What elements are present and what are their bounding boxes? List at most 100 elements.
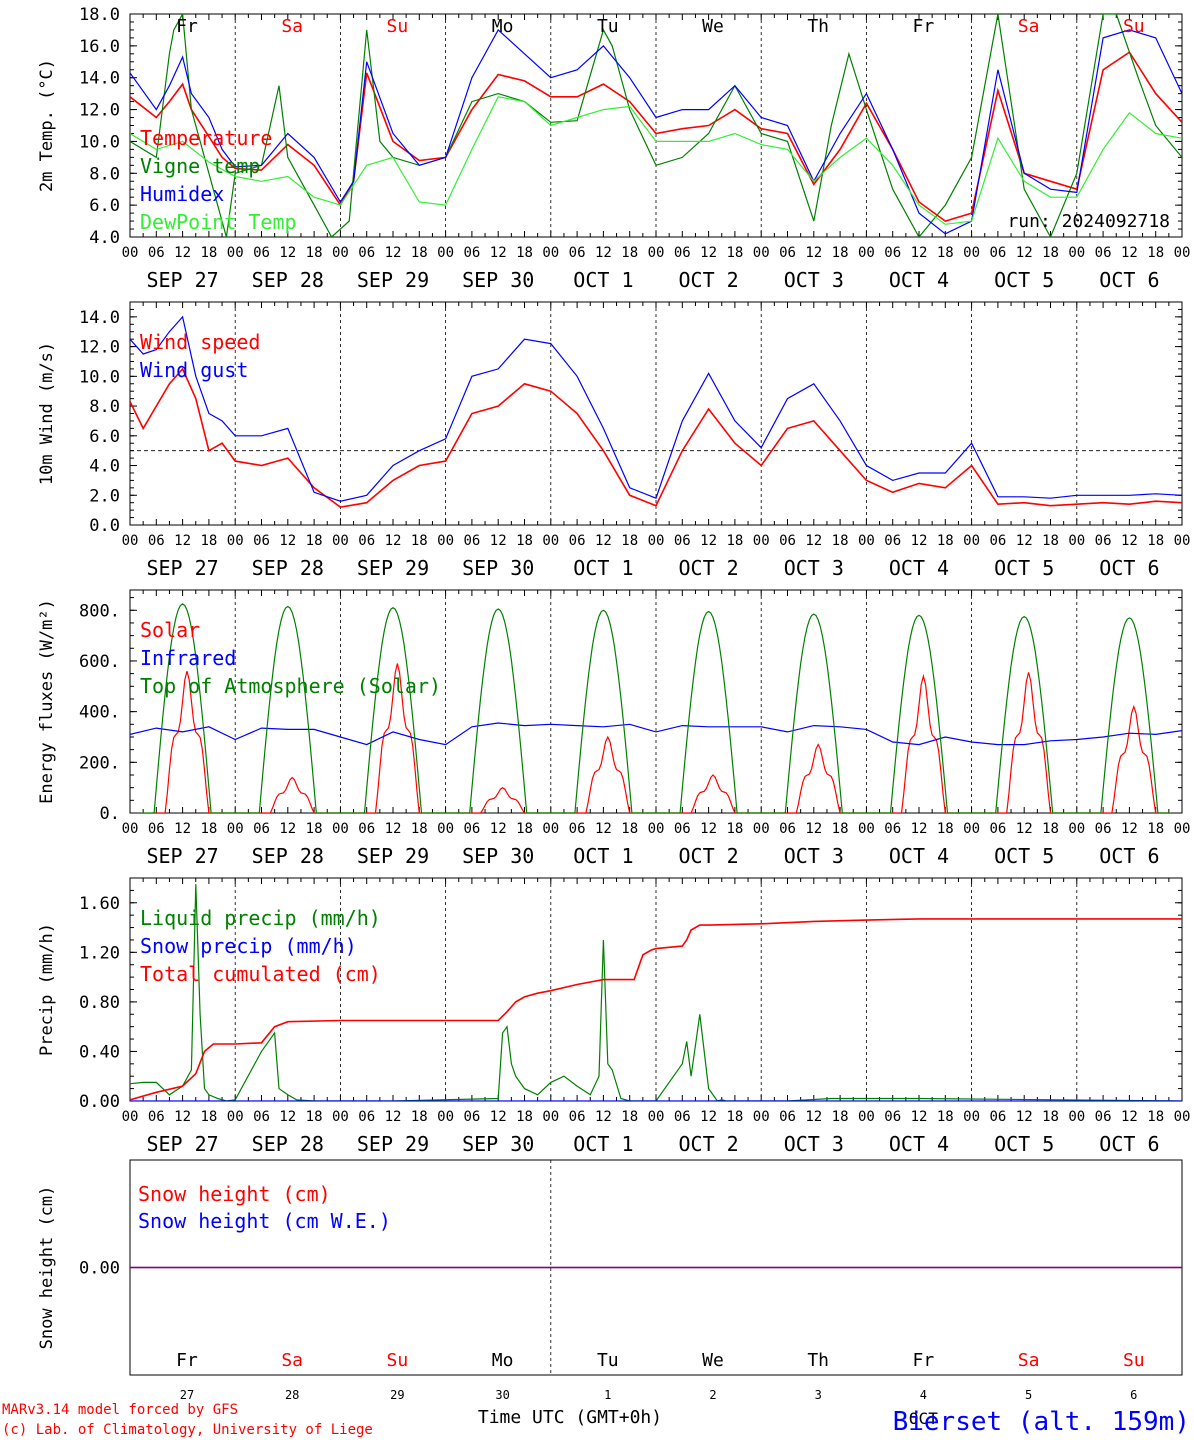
day-number-label: 6 bbox=[1130, 1388, 1137, 1402]
x-tick-label: 00 bbox=[332, 533, 349, 549]
x-tick-label: 18 bbox=[726, 245, 743, 261]
x-tick-label: 18 bbox=[1042, 1109, 1059, 1125]
x-date-label: OCT 6 bbox=[1099, 268, 1159, 292]
x-date-label: OCT 1 bbox=[573, 268, 633, 292]
x-date-label: SEP 29 bbox=[357, 268, 429, 292]
legend-entry: Wind speed bbox=[140, 330, 260, 354]
panel-precip: 0.00 0.40 0.80 1.20 1.60 Precip (mm/h) Liquid … bbox=[37, 877, 1190, 1156]
x-tick-label: 00 bbox=[332, 821, 349, 837]
y-tick-label: 10.0 bbox=[79, 367, 120, 387]
x-tick-label: 18 bbox=[1147, 1109, 1164, 1125]
x-tick-label: 12 bbox=[911, 245, 928, 261]
x-tick-label: 00 bbox=[437, 245, 454, 261]
x-tick-label: 12 bbox=[595, 1109, 612, 1125]
x-tick-label: 12 bbox=[385, 533, 402, 549]
x-tick-label: 00 bbox=[753, 533, 770, 549]
panel-wind: 0.0 2.0 4.0 6.0 8.0 10.0 12.0 14.0 10m Wind (m/s… bbox=[37, 301, 1190, 580]
y-tick-label: 10.0 bbox=[79, 132, 120, 152]
x-date-label: OCT 1 bbox=[573, 1132, 633, 1156]
x-tick-label: 00 bbox=[1174, 245, 1191, 261]
x-date-label: OCT 3 bbox=[784, 1132, 844, 1156]
x-tick-label: 12 bbox=[490, 1109, 507, 1125]
weekday-label: Th bbox=[807, 1350, 829, 1371]
weekday-label: Th bbox=[807, 16, 829, 37]
x-date-label: OCT 6 bbox=[1099, 556, 1159, 580]
x-tick-label: 00 bbox=[542, 533, 559, 549]
x-tick-label: 12 bbox=[385, 245, 402, 261]
series-line-solar bbox=[151, 663, 1169, 813]
legend-entry: Liquid precip (mm/h) bbox=[140, 906, 381, 930]
x-tick-label: 06 bbox=[358, 821, 375, 837]
series-area bbox=[130, 14, 1182, 237]
x-date-label: SEP 29 bbox=[357, 1132, 429, 1156]
x-date-label: OCT 5 bbox=[994, 1132, 1054, 1156]
x-date-label: SEP 29 bbox=[357, 844, 429, 868]
y-tick-label: 0.00 bbox=[79, 1092, 120, 1112]
x-tick-label: 00 bbox=[332, 1109, 349, 1125]
weekday-label: Su bbox=[1123, 1350, 1145, 1371]
weekday-label: Fr bbox=[176, 16, 198, 37]
x-tick-label: 06 bbox=[569, 533, 586, 549]
weekday-label: Mo bbox=[492, 16, 514, 37]
y-tick-label: 0.40 bbox=[79, 1042, 120, 1062]
y-tick-label: 0.80 bbox=[79, 993, 120, 1013]
x-date-label: SEP 29 bbox=[357, 556, 429, 580]
x-tick-label: 06 bbox=[463, 245, 480, 261]
x-tick-label: 00 bbox=[858, 821, 875, 837]
series-line-total-cumulated-cm- bbox=[130, 918, 1182, 1101]
x-tick-label: 06 bbox=[779, 821, 796, 837]
x-tick-label: 18 bbox=[516, 1109, 533, 1125]
x-tick-label: 18 bbox=[200, 245, 217, 261]
x-date-label: OCT 2 bbox=[678, 1132, 738, 1156]
x-tick-label: 06 bbox=[989, 821, 1006, 837]
x-tick-label: 12 bbox=[279, 533, 296, 549]
x-tick-label: 00 bbox=[122, 821, 139, 837]
y-axis-label: Precip (mm/h) bbox=[37, 923, 57, 1056]
x-tick-label: 12 bbox=[805, 1109, 822, 1125]
x-tick-label: 00 bbox=[437, 821, 454, 837]
x-tick-label: 12 bbox=[805, 533, 822, 549]
panel-temperature: 4.0 6.0 8.0 10.0 12.0 14.0 16.0 18.0 2m Temp. (°… bbox=[37, 5, 1190, 292]
x-tick-label: 06 bbox=[569, 821, 586, 837]
x-tick-label: 18 bbox=[1042, 821, 1059, 837]
y-tick-label: 12.0 bbox=[79, 338, 120, 358]
x-tick-label: 12 bbox=[1121, 533, 1138, 549]
x-tick-label: 18 bbox=[1147, 821, 1164, 837]
x-tick-label: 18 bbox=[1147, 245, 1164, 261]
x-tick-label: 00 bbox=[963, 821, 980, 837]
x-tick-label: 00 bbox=[753, 821, 770, 837]
x-tick-label: 00 bbox=[648, 821, 665, 837]
weekday-label: Fr bbox=[913, 16, 935, 37]
weekday-label: Fr bbox=[176, 1350, 198, 1371]
x-tick-label: 18 bbox=[937, 1109, 954, 1125]
x-tick-label: 06 bbox=[1095, 1109, 1112, 1125]
x-tick-label: 06 bbox=[358, 245, 375, 261]
x-tick-label: 18 bbox=[1042, 245, 1059, 261]
x-tick-label: 12 bbox=[1121, 821, 1138, 837]
legend-entry: Infrared bbox=[140, 646, 236, 670]
x-tick-label: 18 bbox=[937, 533, 954, 549]
y-axis-label: 2m Temp. (°C) bbox=[37, 59, 57, 192]
y-tick-label: 14.0 bbox=[79, 308, 120, 328]
x-tick-label: 12 bbox=[595, 821, 612, 837]
x-tick-label: 00 bbox=[122, 1109, 139, 1125]
run-label: run: 2024092718 bbox=[1007, 211, 1170, 232]
legend-entry: Wind gust bbox=[140, 358, 248, 382]
x-tick-label: 18 bbox=[306, 821, 323, 837]
x-tick-label: 12 bbox=[385, 821, 402, 837]
series-line-dewpoint-temp bbox=[130, 96, 1182, 225]
x-tick-label: 12 bbox=[1016, 821, 1033, 837]
x-tick-label: 06 bbox=[779, 533, 796, 549]
x-tick-label: 12 bbox=[279, 245, 296, 261]
x-tick-label: 18 bbox=[200, 533, 217, 549]
y-tick-label: 4.0 bbox=[89, 228, 120, 248]
y-tick-label: 14.0 bbox=[79, 69, 120, 89]
x-tick-label: 12 bbox=[1016, 533, 1033, 549]
x-tick-label: 12 bbox=[490, 245, 507, 261]
x-tick-label: 00 bbox=[648, 533, 665, 549]
x-tick-label: 12 bbox=[700, 533, 717, 549]
x-tick-label: 18 bbox=[621, 1109, 638, 1125]
x-tick-label: 18 bbox=[726, 1109, 743, 1125]
y-tick-label: 400. bbox=[79, 703, 120, 723]
y-tick-label: 6.0 bbox=[89, 427, 120, 447]
